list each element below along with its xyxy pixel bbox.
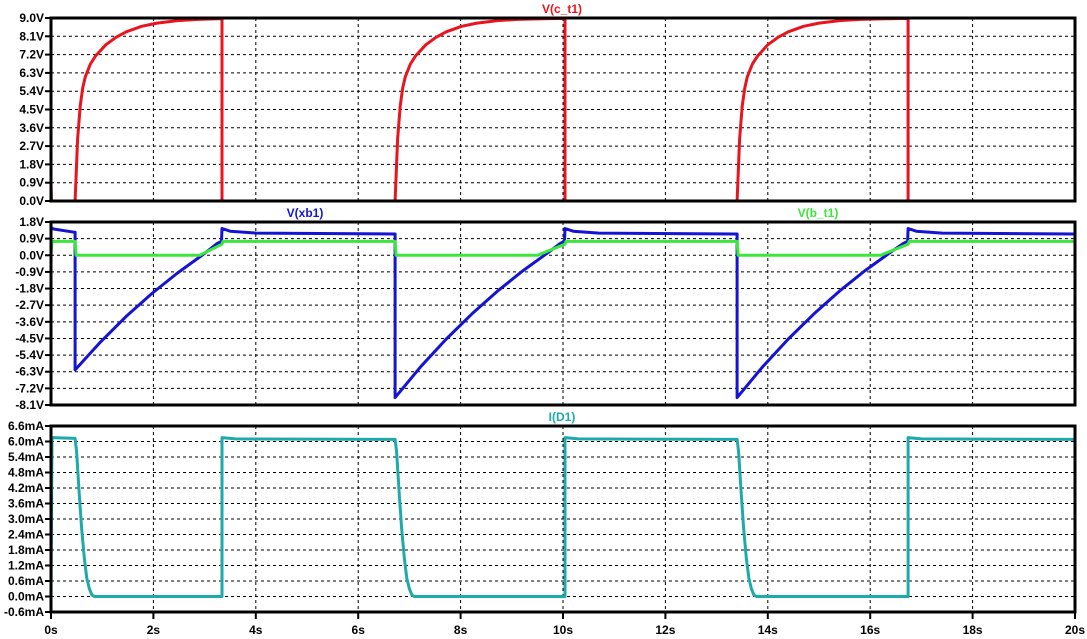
y-tick-label: 6.0mA [8,435,44,449]
x-tick-label: 16s [860,623,880,637]
y-tick-label: 7.2V [19,48,44,62]
y-tick-label: 2.4mA [8,528,44,542]
x-tick-label: 14s [758,623,778,637]
x-tick-label: 0s [44,623,58,637]
y-tick-label: -5.4V [15,348,44,362]
trace-v-c-t1- [49,16,1075,203]
trace-title: I(D1) [549,410,576,424]
y-tick-label: 5.4mA [8,450,44,464]
y-tick-label: 2.7V [19,139,44,153]
y-tick-label: 4.8mA [8,466,44,480]
pane-frame [49,16,1077,203]
y-tick-label: -0.6mA [4,605,44,619]
y-tick-label: 0.6mA [8,574,44,588]
y-tick-label: 1.8V [19,157,44,171]
trace-v-xb1- [50,226,1076,400]
y-tick-label: 1.8mA [8,543,44,557]
plot-pane-2: 1.8V 0.9V 0.0V -0.9V -1.8V -2.7V -3.6V -4.5V -5.… [15,206,1077,412]
y-tick-label: 0.0V [19,248,44,262]
x-tick-label: 6s [352,623,366,637]
y-tick-label: 0.0V [19,194,44,208]
y-tick-label: 0.9V [19,232,44,246]
y-tick-label: 4.5V [19,103,44,117]
x-tick-label: 12s [655,623,675,637]
x-tick-label: 18s [963,623,983,637]
x-tick-label: 8s [454,623,468,637]
pane-frame [49,220,1077,407]
y-tick-label: 9.0V [19,11,44,25]
trace-title: V(b_t1) [798,206,839,220]
y-tick-label: 8.1V [19,29,44,43]
x-tick-label: 2s [147,623,161,637]
trace-title: V(c_t1) [542,2,582,16]
trace-v-b-t1- [49,239,1075,257]
y-tick-label: 0.9V [19,176,44,190]
y-tick-label: -4.5V [15,331,44,345]
y-tick-label: -7.2V [15,381,44,395]
y-tick-label: 1.2mA [8,559,44,573]
y-tick-label: -6.3V [15,365,44,379]
y-tick-label: -3.6V [15,315,44,329]
y-tick-label: 1.8V [19,215,44,229]
y-tick-label: 6.3V [19,66,44,80]
y-tick-label: -1.8V [15,282,44,296]
x-tick-label: 20s [1065,623,1085,637]
plot-pane-1: 9.0V 8.1V 7.2V 6.3V 5.4V 4.5V 3.6V 2.7V 1.8V 0.9V… [19,2,1077,208]
x-tick-label: 4s [249,623,263,637]
x-tick-label: 10s [553,623,573,637]
y-tick-label: -2.7V [15,298,44,312]
y-tick-label: 3.6V [19,121,44,135]
y-tick-label: 0.0mA [8,590,44,604]
y-tick-label: 3.0mA [8,512,44,526]
y-tick-label: -0.9V [15,265,44,279]
trace-title: V(xb1) [287,206,324,220]
y-tick-label: 4.2mA [8,481,44,495]
trace-i-d1- [49,436,1076,598]
y-tick-label: 6.6mA [8,419,44,433]
y-tick-label: -8.1V [15,398,44,412]
y-tick-label: 3.6mA [8,497,44,511]
y-tick-label: 5.4V [19,84,44,98]
